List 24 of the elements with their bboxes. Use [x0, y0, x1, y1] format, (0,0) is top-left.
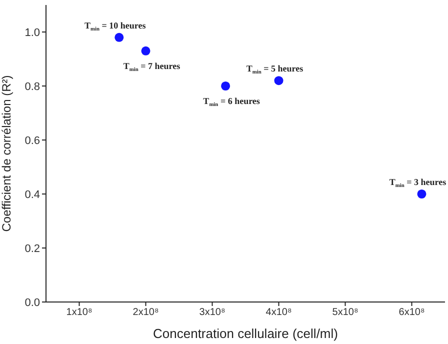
- x-tick-label: 4x10⁸: [266, 307, 292, 318]
- annotation: T$_{min}$ = 3 heures: [389, 177, 447, 188]
- y-tick-label: 0.0: [24, 296, 40, 309]
- x-tick-label: 5x10⁸: [332, 307, 358, 318]
- x-tick-label: 2x10⁸: [132, 307, 159, 318]
- point: [141, 46, 150, 56]
- point: [274, 76, 284, 86]
- y-tick-label: 0.4: [24, 188, 40, 201]
- y-axis-title: Coefficient de corrélation (R²): [0, 75, 14, 232]
- y-tick-label: 0.2: [24, 242, 40, 255]
- x-tick-label: 1x10⁸: [66, 307, 92, 318]
- annotation: T$_{min}$ = 7 heures: [123, 60, 181, 72]
- y-tick-label: 1.0: [24, 26, 40, 39]
- x-axis-title: Concentration cellulaire (cell/ml): [153, 326, 338, 341]
- x-tick-label: 3x10⁸: [199, 307, 226, 318]
- annotation: T$_{min}$ = 6 heures: [203, 96, 260, 108]
- point: [221, 81, 230, 91]
- x-tick-label: 6x10⁸: [398, 307, 425, 318]
- y-tick-label: 0.8: [24, 80, 40, 93]
- annotation: T$_{min}$ = 10 heures: [84, 20, 146, 32]
- point: [417, 189, 426, 199]
- y-tick-label: 0.6: [24, 134, 40, 147]
- annotation: T$_{min}$ = 5 heures: [246, 64, 304, 76]
- point: [114, 32, 124, 42]
